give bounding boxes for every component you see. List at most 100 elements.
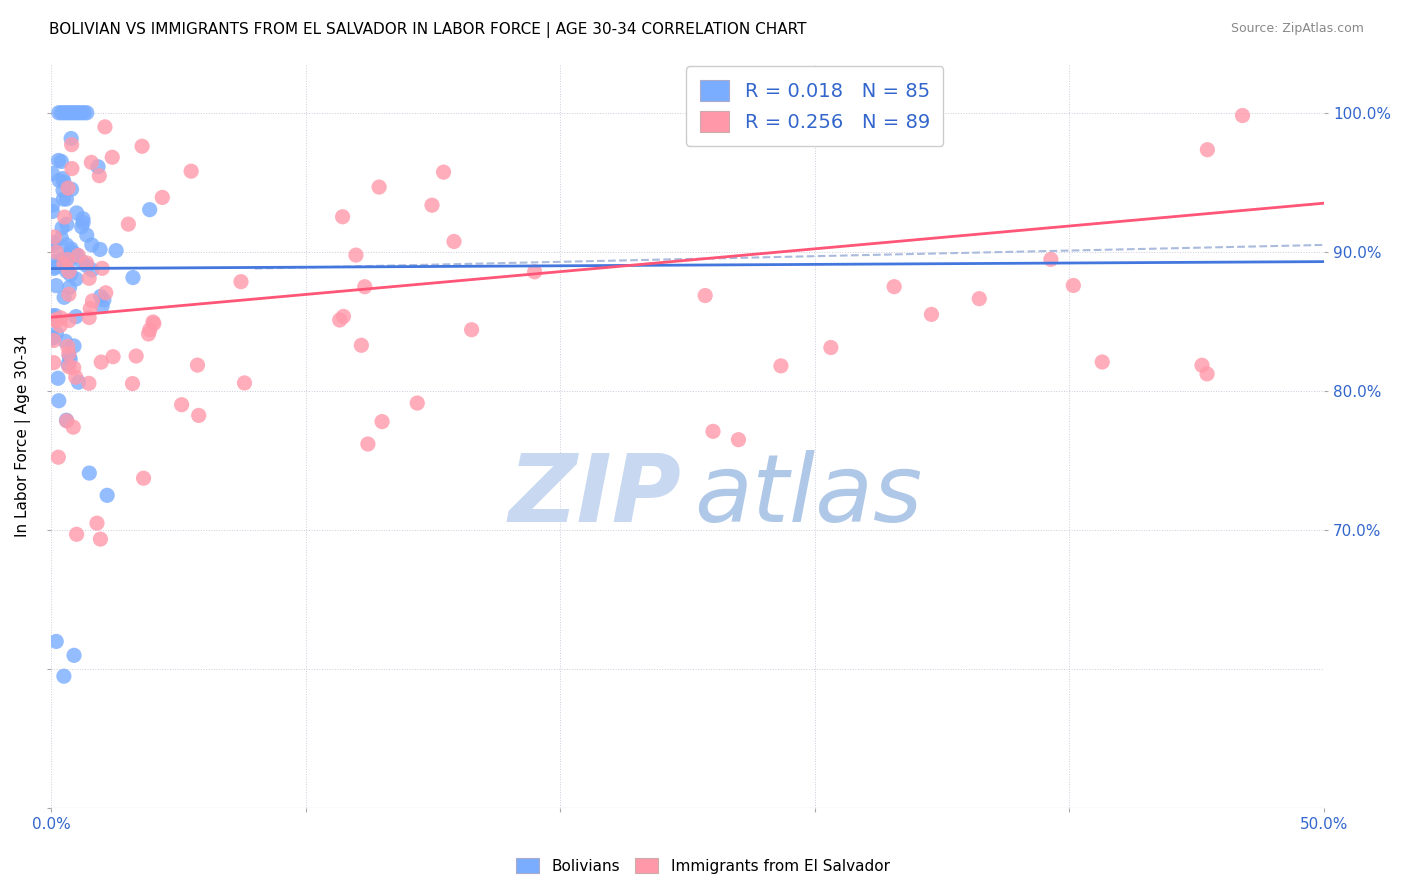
Point <box>41 198 63 212</box>
Point <box>52 669 75 683</box>
Point <box>332 210 354 224</box>
Point <box>86 516 108 531</box>
Point <box>46 450 69 465</box>
Point <box>53 251 76 265</box>
Point <box>42 261 65 276</box>
Point <box>67 376 90 390</box>
Point <box>70 105 93 120</box>
Point <box>79 466 101 480</box>
Point <box>80 263 103 277</box>
Point <box>60 244 83 259</box>
Point <box>41 167 63 181</box>
Point <box>41 309 63 323</box>
Point <box>41 204 63 219</box>
Point <box>58 347 80 361</box>
Point <box>122 270 145 285</box>
Point <box>70 219 93 234</box>
Point <box>55 264 77 278</box>
Point <box>90 355 112 369</box>
Point <box>41 331 63 345</box>
Point <box>56 357 79 371</box>
Point <box>94 285 117 300</box>
Point <box>76 105 98 120</box>
Point <box>769 359 792 373</box>
Point <box>138 326 160 341</box>
Point <box>60 105 83 120</box>
Point <box>53 334 76 349</box>
Point <box>45 245 67 260</box>
Point <box>65 206 87 220</box>
Point <box>51 220 73 235</box>
Point <box>49 310 72 325</box>
Point <box>67 105 90 120</box>
Point <box>132 471 155 485</box>
Point <box>48 105 70 120</box>
Point <box>1191 358 1213 372</box>
Y-axis label: In Labor Force | Age 30-34: In Labor Force | Age 30-34 <box>15 335 31 538</box>
Point <box>142 315 165 329</box>
Point <box>332 310 354 324</box>
Point <box>420 198 443 212</box>
Point <box>52 192 75 206</box>
Point <box>56 181 79 195</box>
Point <box>150 190 173 204</box>
Point <box>77 376 100 391</box>
Point <box>82 293 104 308</box>
Point <box>87 160 110 174</box>
Point <box>180 164 202 178</box>
Point <box>56 339 79 353</box>
Point <box>1039 252 1062 267</box>
Point <box>89 243 111 257</box>
Point <box>45 634 67 648</box>
Point <box>65 249 87 263</box>
Point <box>58 264 80 278</box>
Point <box>523 265 546 279</box>
Legend: Bolivians, Immigrants from El Salvador: Bolivians, Immigrants from El Salvador <box>510 852 896 880</box>
Point <box>65 527 87 541</box>
Point <box>1062 278 1084 293</box>
Point <box>48 393 70 408</box>
Point <box>55 414 77 428</box>
Point <box>1091 355 1114 369</box>
Point <box>62 360 84 375</box>
Point <box>138 202 160 217</box>
Point <box>101 150 124 164</box>
Point <box>59 248 82 262</box>
Point <box>58 105 80 120</box>
Point <box>51 105 73 120</box>
Point <box>125 349 148 363</box>
Point <box>55 238 77 252</box>
Point <box>920 307 942 321</box>
Point <box>80 238 103 252</box>
Point <box>55 105 77 120</box>
Point <box>90 289 112 303</box>
Point <box>58 349 80 363</box>
Point <box>967 292 990 306</box>
Point <box>56 257 79 271</box>
Point <box>62 420 84 434</box>
Point <box>371 415 394 429</box>
Point <box>76 228 98 243</box>
Point <box>55 218 77 232</box>
Point <box>77 271 100 285</box>
Point <box>695 288 717 302</box>
Point <box>121 376 143 391</box>
Point <box>53 210 76 224</box>
Point <box>60 131 83 145</box>
Point <box>55 413 77 427</box>
Point <box>52 171 75 186</box>
Point <box>117 217 139 231</box>
Point <box>70 254 93 268</box>
Point <box>55 192 77 206</box>
Point <box>460 323 482 337</box>
Point <box>72 211 94 226</box>
Point <box>1232 109 1254 123</box>
Legend: R = 0.018   N = 85, R = 0.256   N = 89: R = 0.018 N = 85, R = 0.256 N = 89 <box>686 66 943 145</box>
Text: BOLIVIAN VS IMMIGRANTS FROM EL SALVADOR IN LABOR FORCE | AGE 30-34 CORRELATION C: BOLIVIAN VS IMMIGRANTS FROM EL SALVADOR … <box>49 22 807 38</box>
Point <box>186 358 208 372</box>
Point <box>59 352 82 367</box>
Text: ZIP: ZIP <box>509 450 681 541</box>
Point <box>49 252 72 267</box>
Point <box>42 254 65 268</box>
Point <box>48 153 70 168</box>
